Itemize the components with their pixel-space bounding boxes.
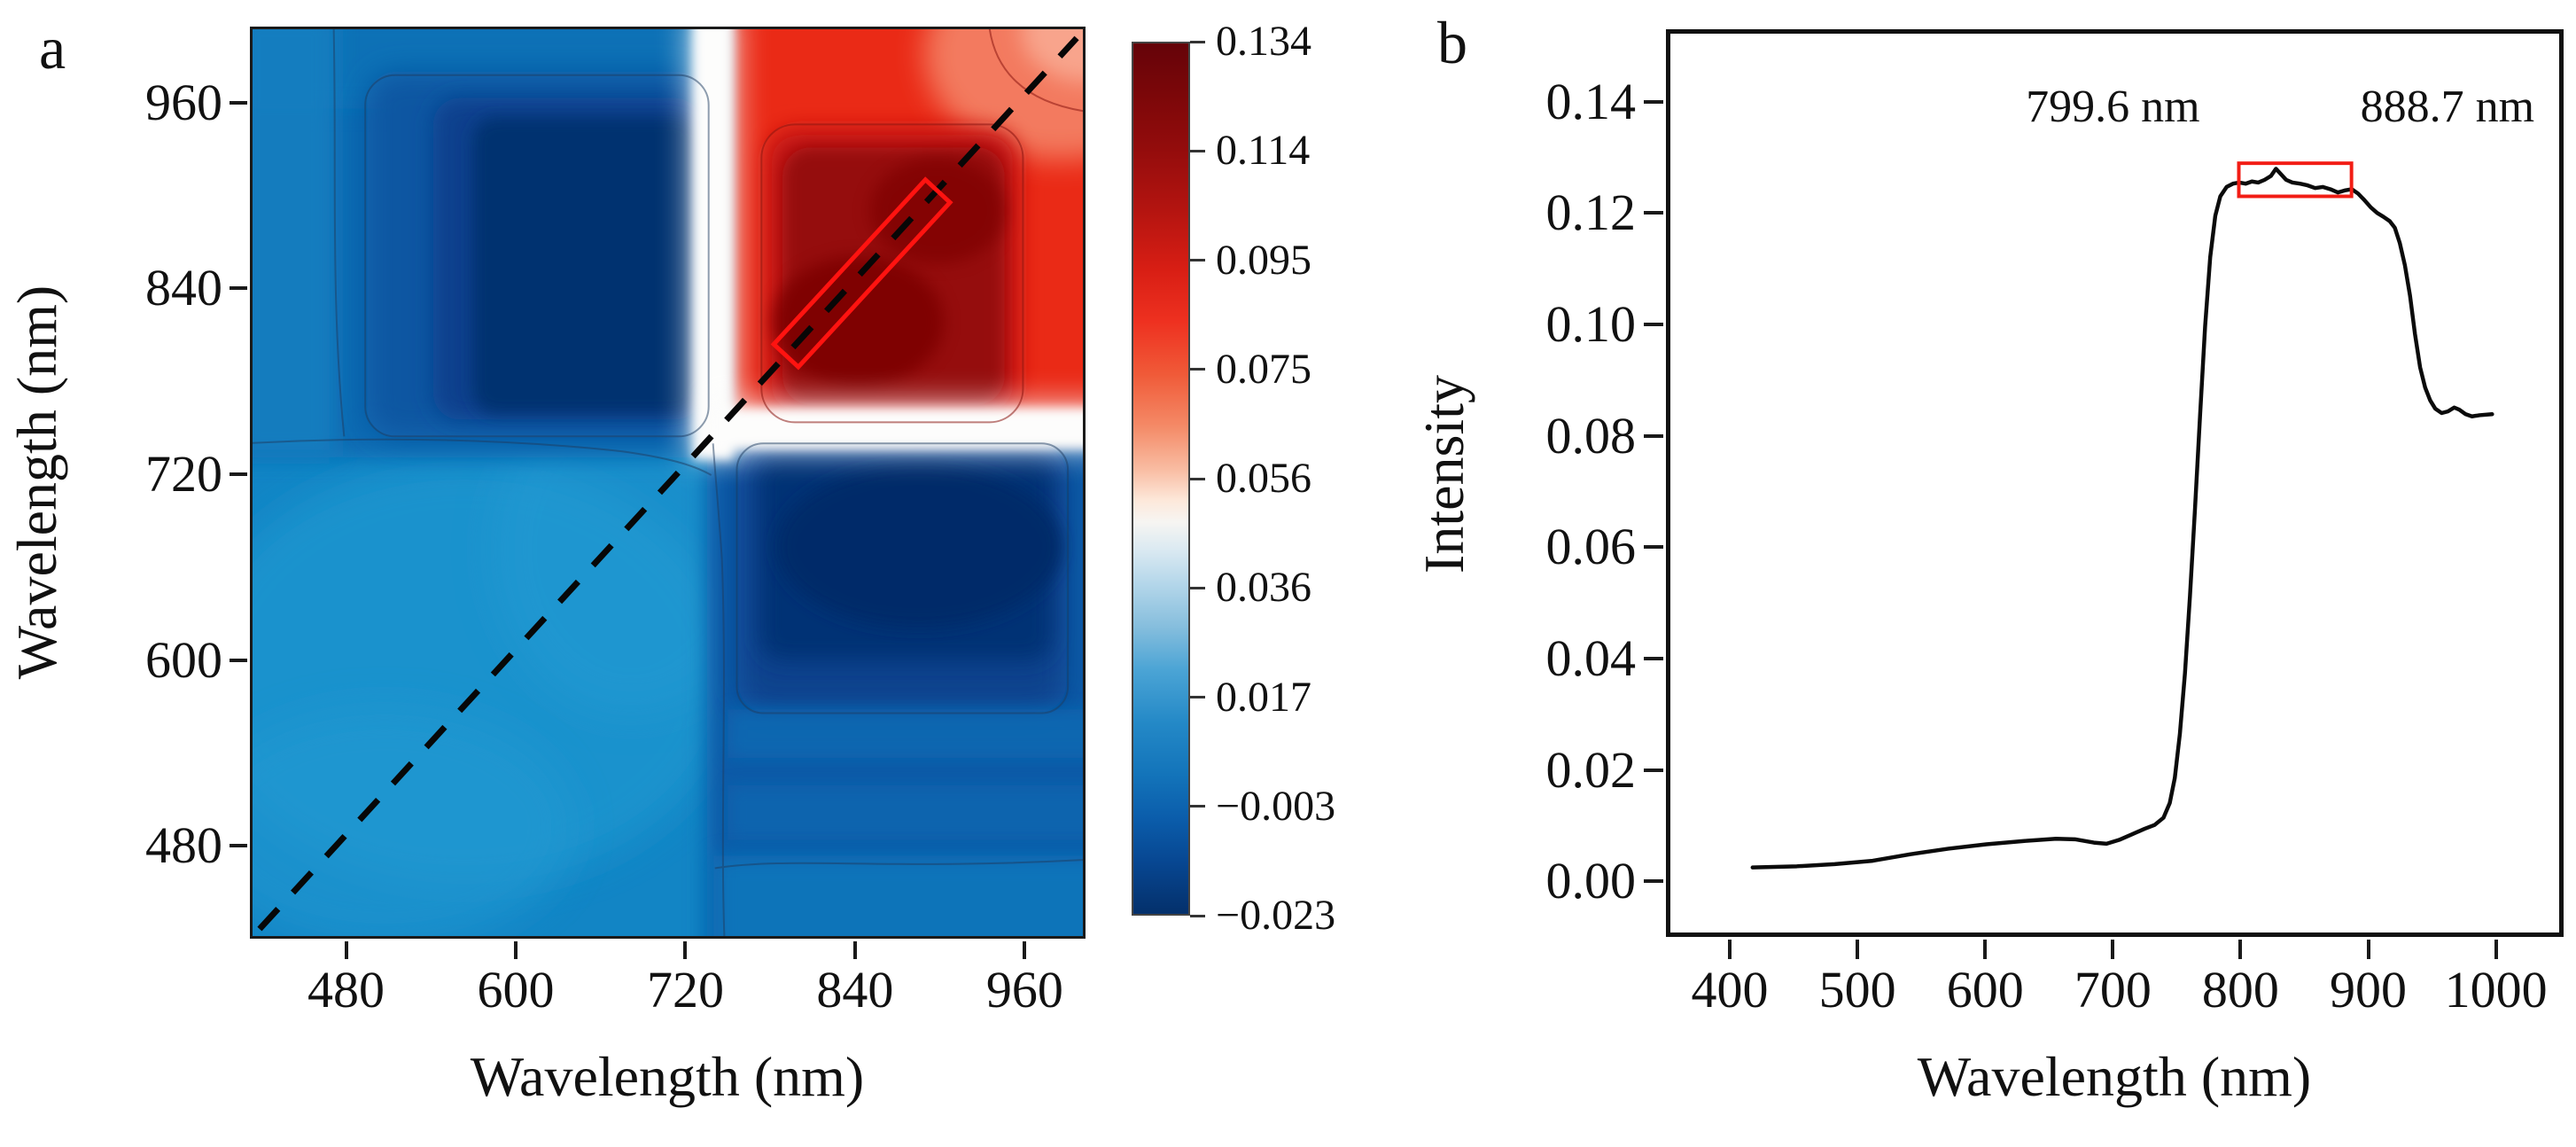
colorbar-tick-label: 0.134 [1216, 18, 1311, 65]
panel-a-x-tick [852, 941, 857, 959]
panel-a-y-tick [230, 658, 247, 662]
colorbar-tick-label: −0.023 [1216, 892, 1336, 939]
panel-b-y-tick-label: 0.12 [1545, 183, 1637, 242]
panel-a-x-tick-label: 720 [646, 961, 724, 1018]
panel-a-letter: a [39, 14, 66, 82]
plateau-highlight-rect [2237, 161, 2354, 199]
panel-b-x-tick-label: 900 [2330, 961, 2408, 1018]
panel-a-y-axis-title: Wavelength (nm) [5, 285, 68, 680]
panel-a-x-tick-label: 840 [816, 961, 894, 1018]
panel-b-x-tick-label: 800 [2201, 961, 2279, 1018]
colorbar-tick [1190, 696, 1205, 698]
panel-b-y-tick-label: 0.06 [1545, 518, 1637, 576]
panel-a-x-tick [1023, 941, 1027, 959]
contour-lines-blue [253, 29, 1083, 936]
panel-b-letter: b [1437, 9, 1467, 76]
heatmap-quadrant-topleft [253, 29, 720, 458]
spectrum-canvas [1750, 161, 2494, 870]
panel-b-y-tick-label: 0.00 [1545, 852, 1637, 910]
panel-a-x-tick [344, 941, 348, 959]
panel-a-y-tick-label: 720 [145, 444, 222, 503]
colorbar-tick-label: 0.075 [1216, 345, 1311, 393]
panel-b-x-tick [1728, 940, 1732, 959]
colorbar-tick-label: 0.095 [1216, 236, 1311, 284]
panel-b-y-tick [1644, 879, 1663, 884]
colorbar-tick [1190, 914, 1205, 917]
panel-a-x-axis-title: Wavelength (nm) [470, 1045, 865, 1108]
panel-b-x-tick [2366, 940, 2370, 959]
panel-b-x-tick [2238, 940, 2243, 959]
panel-b-y-tick [1644, 768, 1663, 772]
colorbar-tick [1190, 805, 1205, 808]
panel-a-y-tick [230, 472, 247, 476]
panel-a-x-tick [513, 941, 518, 959]
panel-a-x-tick-label: 960 [985, 961, 1063, 1018]
colorbar-tick-label: 0.114 [1216, 127, 1311, 175]
panel-b-x-tick-label: 500 [1818, 961, 1896, 1018]
colorbar-tick [1190, 477, 1205, 480]
panel-b-y-axis-title: Intensity [1413, 375, 1475, 574]
panel-b-x-tick [2494, 940, 2498, 959]
spectrum-curve [1750, 167, 2494, 870]
panel-b-y-tick [1644, 211, 1663, 215]
panel-b-y-tick [1644, 433, 1663, 438]
contour-lines-red [760, 29, 1083, 424]
panel-b-x-tick [2111, 940, 2115, 959]
panel-b-y-tick [1644, 545, 1663, 550]
panel-b-x-tick-label: 1000 [2444, 961, 2548, 1018]
panel-b-y-tick-label: 0.08 [1545, 406, 1637, 464]
panel-a-y-tick-label: 480 [145, 816, 222, 875]
heatmap-quadrant-bottomright [706, 433, 1083, 936]
panel-a-x-tick-label: 480 [307, 961, 385, 1018]
panel-a-y-tick [230, 286, 247, 291]
panel-a-y-tick [230, 100, 247, 105]
panel-b-y-tick [1644, 99, 1663, 104]
peak-wavelength-annotation: 799.6 nm [2026, 81, 2200, 132]
colorbar-tick-label: 0.017 [1216, 673, 1311, 721]
panel-b-y-tick [1644, 656, 1663, 660]
panel-a-y-tick-label: 600 [145, 630, 222, 689]
panel-a-y-tick [230, 844, 247, 848]
colorbar-tick-label: −0.003 [1216, 782, 1336, 830]
panel-a-plot-area [250, 27, 1086, 939]
diagonal-highlight-rect [770, 176, 953, 371]
peak-wavelength-annotation: 888.7 nm [2360, 81, 2535, 132]
colorbar-tick [1190, 586, 1205, 589]
panel-b-x-tick-label: 400 [1691, 961, 1769, 1018]
panel-b-y-tick-label: 0.10 [1545, 294, 1637, 353]
panel-b-x-axis-title: Wavelength (nm) [1917, 1045, 2312, 1108]
panel-a-y-tick-label: 840 [145, 259, 222, 317]
colorbar-tick [1190, 259, 1205, 261]
zero-band-vertical [692, 29, 734, 460]
colorbar-tick-label: 0.036 [1216, 564, 1311, 612]
panel-b-x-tick [1856, 940, 1860, 959]
panel-a-x-tick-label: 600 [477, 961, 555, 1018]
colorbar-tick-label: 0.056 [1216, 455, 1311, 502]
panel-b-plot-area [1666, 29, 2564, 937]
panel-b-y-tick [1644, 322, 1663, 326]
panel-a-x-tick [683, 941, 688, 959]
panel-b-x-tick-label: 700 [2074, 961, 2152, 1018]
panel-b-x-tick-label: 600 [1946, 961, 2024, 1018]
heatmap-canvas [253, 29, 1083, 936]
colorbar-tick [1190, 40, 1205, 43]
colorbar-tick [1190, 368, 1205, 371]
colorbar-tick [1190, 149, 1205, 152]
panel-b-y-tick-label: 0.04 [1545, 628, 1637, 687]
panel-a-y-tick-label: 960 [145, 73, 222, 131]
panel-b-y-tick-label: 0.14 [1545, 72, 1637, 130]
identity-diagonal-dashed-line [257, 35, 1079, 932]
panel-b-y-tick-label: 0.02 [1545, 740, 1637, 799]
panel-b-x-tick [1983, 940, 1988, 959]
colorbar [1132, 42, 1190, 916]
